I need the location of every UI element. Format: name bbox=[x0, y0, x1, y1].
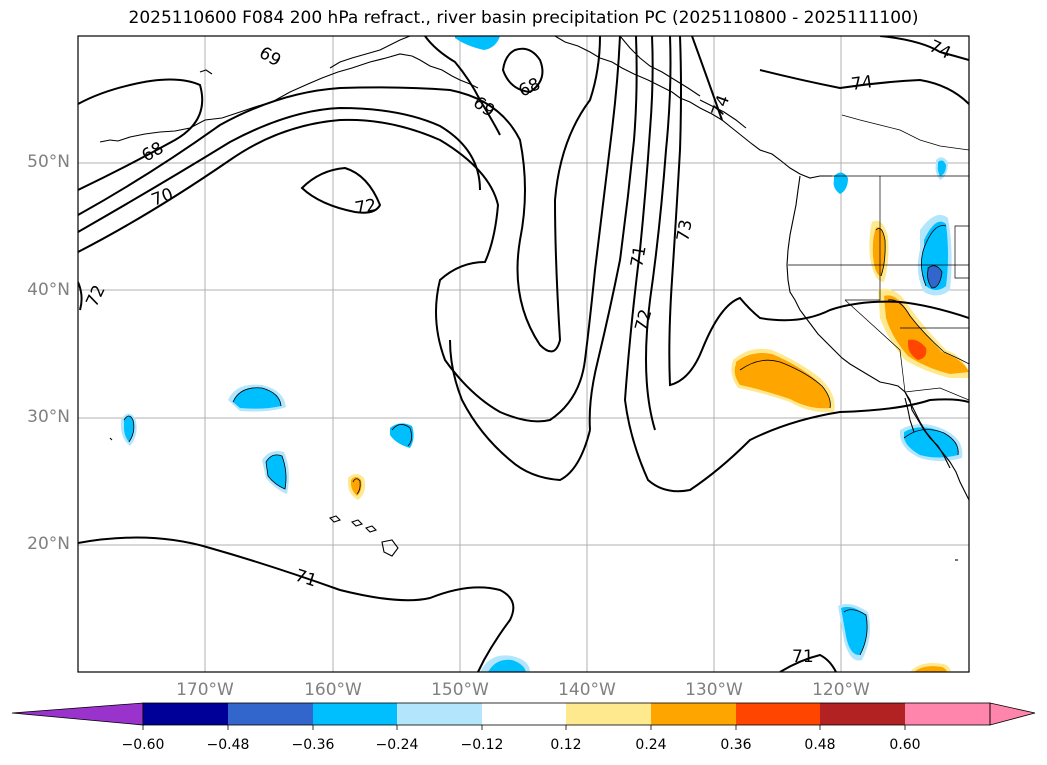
contour-label: 74 bbox=[926, 36, 954, 63]
colorbar bbox=[11, 702, 1036, 730]
contour-label: 68 bbox=[516, 74, 544, 101]
contour-label: 71 bbox=[792, 647, 814, 667]
height-contours bbox=[78, 36, 969, 672]
gridlines bbox=[78, 36, 969, 672]
colorbar-tick-label: −0.24 bbox=[375, 737, 419, 753]
colorbar-tick-label: 0.24 bbox=[635, 737, 667, 753]
contour-label: 72 bbox=[353, 195, 378, 218]
colorbar-min-extend bbox=[11, 702, 144, 726]
coastlines bbox=[99, 36, 969, 561]
borders bbox=[788, 114, 969, 401]
lon-label: 120°W bbox=[812, 680, 870, 700]
lon-label: 170°W bbox=[176, 680, 234, 700]
lat-label: 50°N bbox=[27, 152, 70, 172]
plot-frame bbox=[77, 35, 970, 673]
lon-label: 160°W bbox=[304, 680, 362, 700]
contour-label: 68 bbox=[139, 138, 168, 166]
colorbar-tick-label: 0.48 bbox=[804, 737, 836, 753]
contour-label: 71 bbox=[627, 244, 650, 269]
colorbar-tick-label: −0.36 bbox=[291, 737, 335, 753]
colorbar-max-extend bbox=[989, 702, 1036, 726]
colorbar-tick-label: −0.48 bbox=[206, 737, 250, 753]
contour-label: 71 bbox=[292, 566, 319, 592]
colorbar-tick-label: −0.60 bbox=[121, 737, 165, 753]
contour-label: 69 bbox=[256, 43, 285, 71]
shade-neg-2 bbox=[390, 423, 414, 448]
contour-label: 74 bbox=[850, 72, 874, 95]
contour-label: 72 bbox=[632, 307, 657, 333]
precip-shading bbox=[121, 36, 969, 672]
shade-neg-top bbox=[455, 36, 500, 50]
precip-contour-outlines bbox=[123, 225, 969, 656]
lat-label: 40°N bbox=[27, 280, 70, 300]
lon-label: 130°W bbox=[685, 680, 743, 700]
colorbar-tick-label: 0.36 bbox=[720, 737, 752, 753]
colorbar-tick-label: −0.12 bbox=[460, 737, 504, 753]
colorbar-tick-label: 0.12 bbox=[550, 737, 582, 753]
contour-label: 72 bbox=[82, 282, 109, 310]
contour-label: 73 bbox=[673, 218, 696, 243]
colorbar-tick-label: 0.60 bbox=[889, 737, 921, 753]
map-title: 2025110600 F084 200 hPa refract., river … bbox=[128, 8, 919, 28]
lon-label: 150°W bbox=[431, 680, 489, 700]
lat-label: 30°N bbox=[27, 407, 70, 427]
lon-label: 140°W bbox=[558, 680, 616, 700]
lat-label: 20°N bbox=[27, 534, 70, 554]
